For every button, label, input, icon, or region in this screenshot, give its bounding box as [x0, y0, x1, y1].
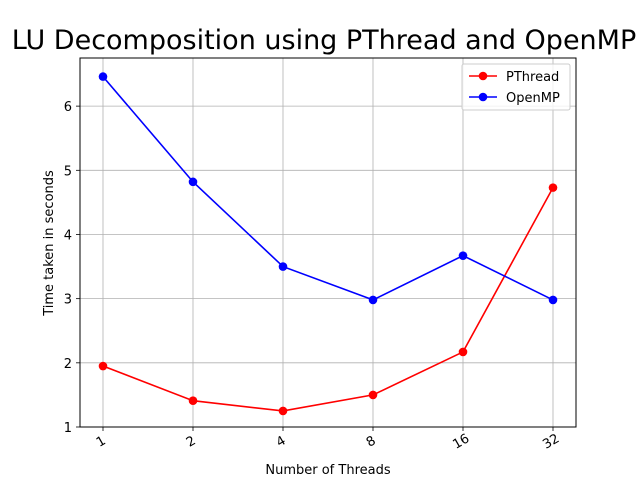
- openmp-point: [548, 295, 558, 305]
- y-tick-label: 1: [64, 421, 72, 436]
- y-tick-label: 2: [64, 357, 72, 372]
- y-tick-label: 3: [64, 293, 72, 308]
- y-tick-label: 4: [64, 228, 72, 243]
- plot-area-frame: [79, 57, 577, 428]
- openmp-point: [368, 295, 378, 305]
- x-tick-label: 1: [94, 433, 109, 450]
- series-pthread: [98, 183, 558, 416]
- pthread-point: [548, 183, 558, 192]
- x-tick-label: 8: [364, 433, 379, 450]
- legend-openmp-marker: [478, 92, 488, 102]
- grid: [80, 58, 576, 428]
- legend: PThread OpenMP: [461, 63, 571, 111]
- pthread-point: [188, 396, 198, 405]
- axis-ticks: 1 2 4 8 16 32 1 2 3 4 5 6: [64, 100, 562, 452]
- series-openmp: [98, 72, 558, 305]
- chart-title: LU Decomposition using PThread and OpenM…: [12, 25, 637, 56]
- x-tick-label: 4: [274, 433, 289, 450]
- x-axis-label: Number of Threads: [265, 463, 390, 478]
- pthread-point: [98, 361, 108, 371]
- openmp-line: [102, 76, 554, 301]
- legend-openmp-label: OpenMP: [506, 91, 560, 106]
- series-layer: [98, 72, 558, 416]
- pthread-line: [102, 187, 554, 412]
- y-axis-label: Time taken in seconds: [42, 170, 57, 317]
- openmp-point: [278, 262, 288, 271]
- pthread-point: [278, 406, 288, 416]
- y-tick-label: 5: [64, 164, 72, 179]
- x-tick-label: 32: [540, 431, 562, 452]
- y-tick-label: 6: [64, 100, 72, 115]
- pthread-point: [368, 390, 378, 400]
- openmp-point: [98, 72, 108, 81]
- legend-pthread-label: PThread: [506, 70, 559, 85]
- pthread-point: [458, 347, 468, 357]
- openmp-point: [188, 177, 198, 187]
- legend-pthread-marker: [478, 71, 488, 81]
- x-tick-label: 2: [184, 433, 199, 450]
- x-tick-label: 16: [450, 431, 472, 452]
- openmp-point: [458, 251, 468, 260]
